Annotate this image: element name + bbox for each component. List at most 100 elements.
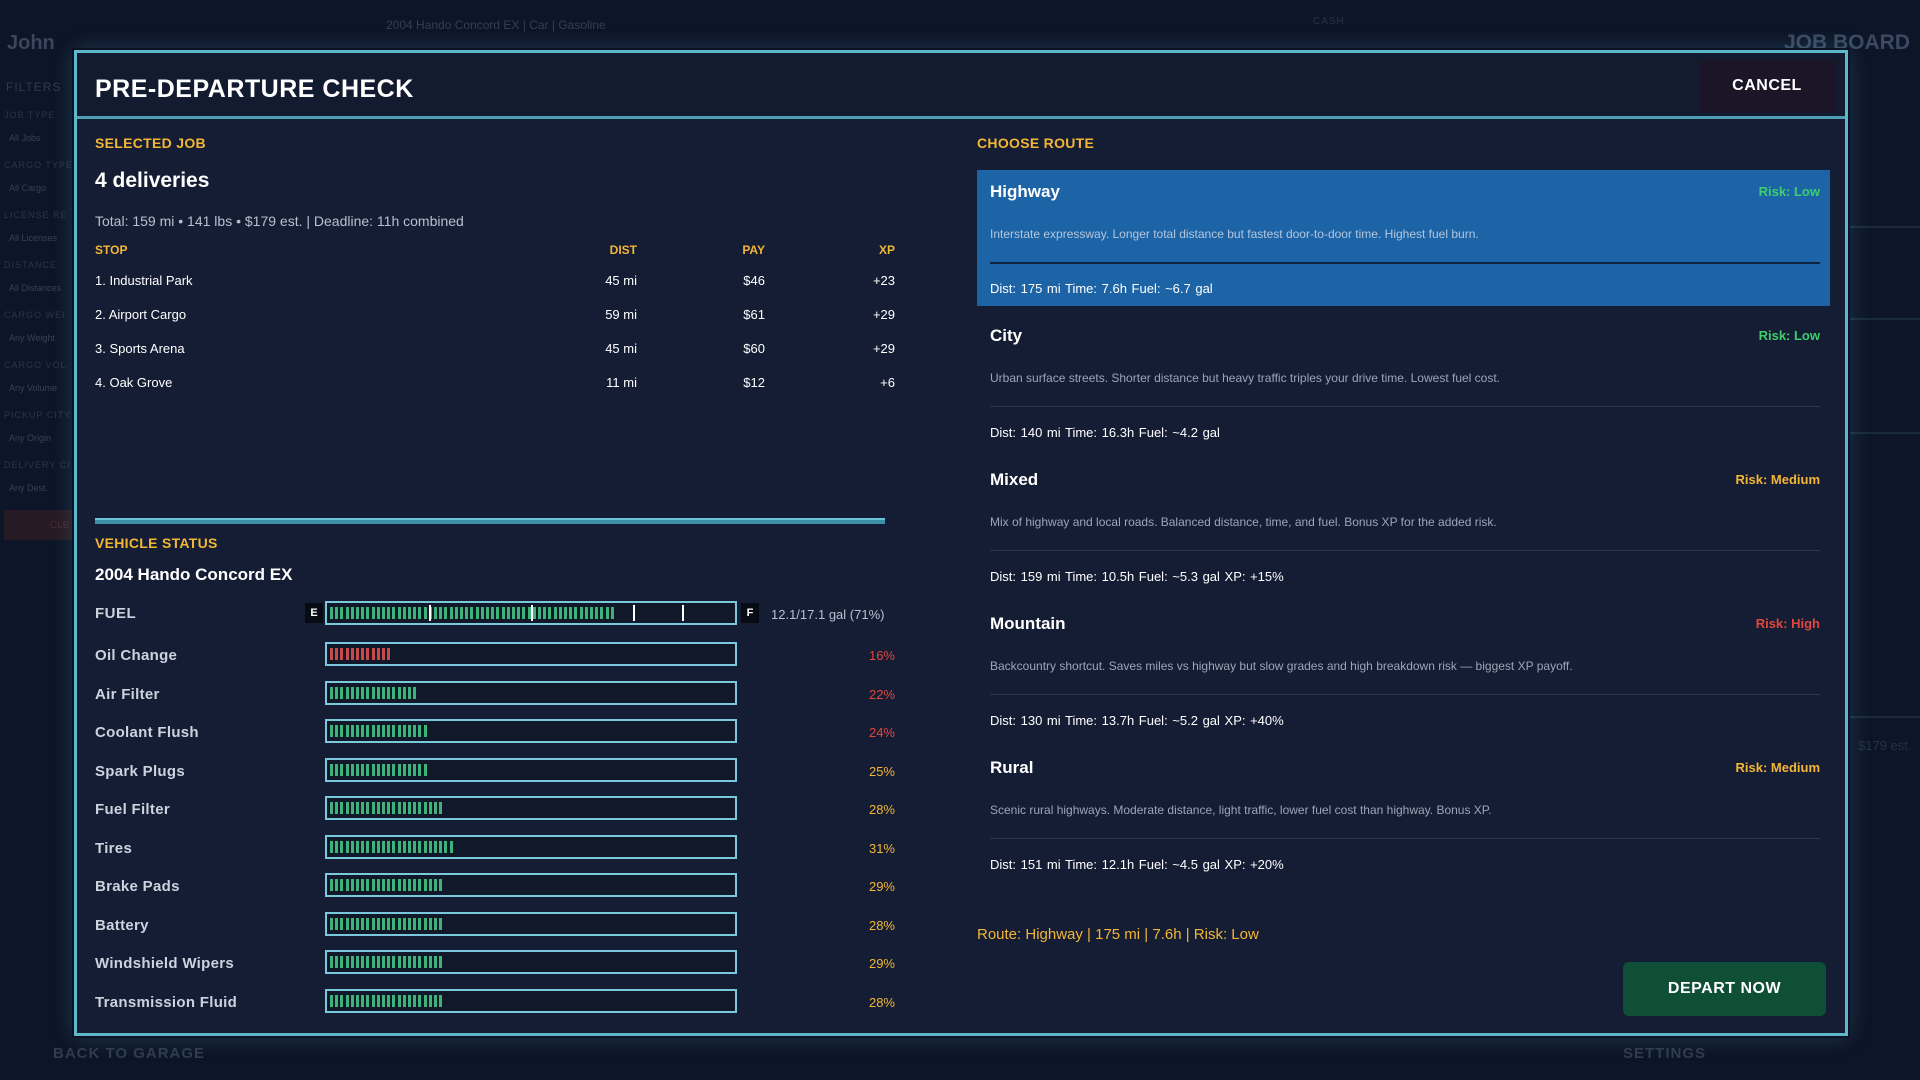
filter-cargo-weight[interactable]: CARGO WEI Any Weight — [4, 310, 66, 343]
stop-xp: +6 — [880, 375, 895, 390]
maintenance-percent: 28% — [868, 994, 895, 1010]
filter-license[interactable]: LICENSE RE All Licenses — [4, 210, 68, 243]
section-divider — [95, 518, 885, 524]
route-description: Urban surface streets. Shorter distance … — [990, 371, 1501, 385]
gauge-segment — [366, 802, 370, 814]
route-divider — [990, 694, 1820, 695]
fuel-amount: 12.1/17.1 gal (71%) — [771, 607, 885, 622]
filter-pickup-city[interactable]: PICKUP CITY Any Origin — [4, 410, 72, 443]
gauge-segment — [350, 879, 354, 891]
gauge-segment — [371, 840, 375, 853]
fuel-full-marker: F — [741, 603, 759, 623]
route-mountain[interactable]: Mountain Risk: High Backcountry shortcut… — [977, 602, 1830, 746]
route-risk: Risk: High — [1755, 616, 1820, 631]
gauge-segment — [371, 917, 375, 930]
back-to-garage-button[interactable]: BACK TO GARAGE — [53, 1045, 206, 1062]
gauge-segment — [434, 917, 437, 930]
route-highway[interactable]: Highway Risk: Low Interstate expressway.… — [977, 170, 1830, 306]
gauge-segment — [361, 648, 365, 660]
fuel-segment — [517, 607, 521, 619]
maintenance-label: Tires — [95, 839, 133, 857]
gauge-segment — [423, 994, 427, 1007]
gauge-segment — [387, 994, 391, 1007]
fuel-segment — [397, 607, 401, 619]
gauge-segment — [382, 763, 385, 776]
maintenance-row: Battery 28% — [95, 911, 895, 938]
filter-job-type[interactable]: JOB TYPE All Jobs — [4, 110, 56, 143]
cash-label: CASH — [1313, 16, 1345, 27]
filter-delivery-city[interactable]: DELIVERY CI Any Dest. — [4, 460, 71, 493]
gauge-segment — [392, 917, 396, 930]
gauge-segment — [335, 840, 339, 853]
gauge-segment — [371, 763, 375, 776]
gauge-segment — [387, 917, 391, 930]
gauge-segment — [371, 686, 375, 699]
gauge-segment — [361, 994, 365, 1007]
gauge-segment — [350, 686, 354, 699]
gauge-segment — [397, 725, 401, 737]
stop-pay: $60 — [743, 341, 765, 356]
gauge-segment — [361, 840, 365, 853]
gauge-segment — [392, 956, 396, 968]
clear-filters-button[interactable]: CLE — [4, 510, 74, 540]
gauge-segment — [408, 725, 411, 737]
route-list: Highway Risk: Low Interstate expressway.… — [977, 170, 1830, 890]
route-rural[interactable]: Rural Risk: Medium Scenic rural highways… — [977, 746, 1830, 890]
maintenance-label: Oil Change — [95, 647, 178, 664]
header-pay: PAY — [742, 243, 765, 257]
gauge-segment — [345, 686, 349, 699]
gauge-segment — [356, 725, 359, 737]
fuel-segment — [439, 607, 443, 619]
gauge-segment — [413, 994, 417, 1007]
gauge-segment — [340, 648, 344, 660]
gauge-segment — [413, 686, 417, 699]
fuel-segment — [361, 607, 365, 619]
gauge-segment — [335, 994, 339, 1007]
header-xp: XP — [878, 243, 895, 257]
route-description: Scenic rural highways. Moderate distance… — [990, 803, 1492, 817]
gauge-segment — [439, 994, 443, 1007]
gauge-segment — [434, 956, 437, 968]
stop-name: 2. Airport Cargo — [95, 307, 187, 322]
route-stats: Dist: 175 mi Time: 7.6h Fuel: ~6.7 gal — [990, 281, 1213, 296]
route-stats: Dist: 130 mi Time: 13.7h Fuel: ~5.2 gal … — [990, 713, 1284, 728]
gauge-segment — [434, 840, 437, 853]
depart-now-button[interactable]: DEPART NOW — [1623, 962, 1826, 1016]
fuel-segment — [350, 607, 354, 619]
gauge-segment — [387, 686, 391, 699]
gauge-segment — [392, 725, 396, 737]
fuel-segment — [408, 607, 411, 619]
vehicle-status-heading: VEHICLE STATUS — [95, 535, 218, 551]
stop-name: 3. Sports Arena — [95, 341, 185, 356]
gauge-segment — [371, 648, 375, 660]
gauge-segment — [418, 994, 422, 1007]
fuel-label: FUEL — [95, 605, 137, 622]
player-name: John — [7, 32, 55, 54]
gauge-segment — [350, 763, 354, 776]
fuel-segment — [345, 607, 349, 619]
filter-cargo-volume[interactable]: CARGO VOL Any Volume — [4, 360, 67, 393]
fuel-segment — [600, 607, 604, 619]
gauge-segment — [376, 917, 380, 930]
fuel-segment — [610, 607, 614, 619]
maintenance-label: Fuel Filter — [95, 801, 170, 818]
filter-distance[interactable]: DISTANCE All Distances — [4, 260, 62, 293]
fuel-segment — [449, 607, 453, 619]
settings-button[interactable]: SETTINGS — [1623, 1045, 1707, 1062]
maintenance-percent: 25% — [868, 763, 895, 779]
maintenance-percent: 31% — [868, 840, 895, 856]
filter-cargo-type[interactable]: CARGO TYPE All Cargo — [4, 160, 73, 193]
cancel-button[interactable]: CANCEL — [1699, 59, 1835, 113]
route-city[interactable]: City Risk: Low Urban surface streets. Sh… — [977, 314, 1830, 458]
selected-job-heading: SELECTED JOB — [95, 135, 206, 151]
route-mixed[interactable]: Mixed Risk: Medium Mix of highway and lo… — [977, 458, 1830, 602]
fuel-segment — [522, 607, 526, 619]
stop-dist: 59 mi — [605, 307, 637, 322]
gauge-segment — [402, 994, 406, 1007]
maintenance-percent: 28% — [868, 917, 895, 933]
fuel-segment — [418, 607, 422, 619]
gauge-segment — [402, 879, 406, 891]
maintenance-label: Transmission Fluid — [95, 993, 238, 1011]
gauge-segment — [366, 725, 370, 737]
maintenance-gauge — [325, 796, 737, 820]
